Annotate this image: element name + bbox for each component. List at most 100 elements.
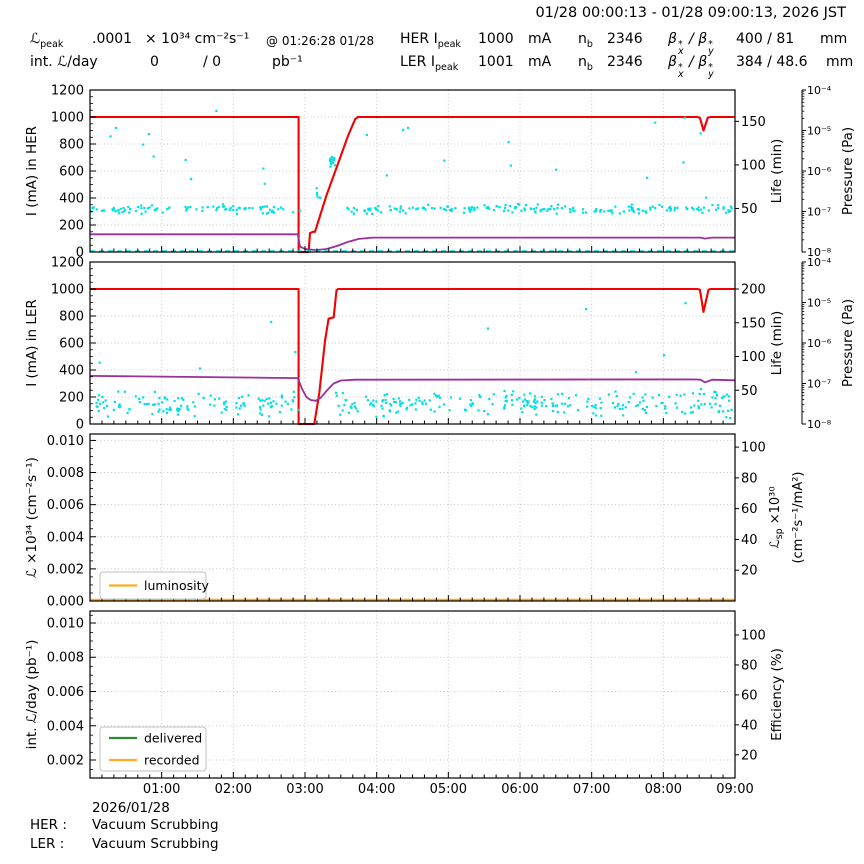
- ler-ipeak-value: 1001: [478, 54, 514, 70]
- lpeak-unit: × 10³⁴ cm⁻²s⁻¹: [145, 31, 250, 47]
- legend-label-recorded: recorded: [144, 753, 200, 768]
- right-tick-label: 60: [741, 688, 758, 703]
- right-tick-label: 20: [741, 564, 758, 579]
- y-axis-label-ler: I (mA) in LER: [24, 299, 40, 387]
- ler-beta-label: β * x / β * y: [668, 54, 714, 81]
- ytick-label: 400: [59, 192, 84, 207]
- her-status-label: HER :: [30, 817, 67, 833]
- her-beta-label: β * x / β * y: [668, 31, 714, 58]
- right-tick-label: 20: [741, 748, 758, 763]
- her-nb-label: nb: [578, 31, 593, 50]
- ytick-label: 0.010: [47, 434, 84, 449]
- pressure-tick-label: 10⁻⁶: [807, 165, 832, 178]
- right-tick-label: 50: [741, 202, 758, 217]
- right-axis-label2-luminosity: (cm⁻²s⁻¹/mA²): [791, 471, 806, 563]
- xtick-label: 07:00: [573, 782, 610, 797]
- her-ipeak-label: HER Ipeak: [400, 31, 461, 50]
- her-pressure-dots: [90, 109, 733, 215]
- lpeak-value: .0001: [92, 31, 133, 47]
- right-tick-label: 100: [741, 158, 766, 173]
- right-tick-label: 100: [741, 441, 766, 456]
- ler-nb-label: nb: [578, 54, 593, 73]
- ler-status-value: Vacuum Scrubbing: [92, 836, 219, 852]
- xtick-label: 02:00: [215, 782, 252, 797]
- legend-luminosity: luminosity: [99, 571, 210, 600]
- right-tick-label: 200: [741, 283, 766, 298]
- intl-value-delivered: 0: [150, 54, 159, 70]
- pressure-axis-label-her: Pressure (Pa): [840, 127, 856, 215]
- legend-label-delivered: delivered: [144, 731, 202, 746]
- right-tick-label: 60: [741, 502, 758, 517]
- ler-lifetime: [89, 375, 736, 402]
- intl-label: int. ℒ/day: [30, 54, 98, 70]
- pressure-tick-label: 10⁻⁷: [807, 378, 831, 391]
- her-ipeak-value: 1000: [478, 31, 514, 47]
- pressure-tick-label: 10⁻⁴: [807, 256, 832, 269]
- right-axis-label-integrated-luminosity: Efficiency (%): [769, 648, 785, 741]
- xtick-label: 01:00: [143, 782, 180, 797]
- ytick-label: 0.008: [47, 466, 84, 481]
- right-tick-label: 150: [741, 115, 766, 130]
- her-lifetime: [90, 233, 735, 252]
- ytick-label: 800: [59, 310, 84, 325]
- ytick-label: 0.002: [47, 562, 84, 577]
- panel-luminosity: 0.000 0.002 0.004 0.006 0.008 0.010 ℒ ×10³⁴ (c…: [24, 433, 806, 610]
- ler-beta-unit: mm: [826, 54, 854, 70]
- right-tick-label: 50: [741, 384, 758, 399]
- ytick-label: 1200: [51, 84, 84, 99]
- ytick-label: 1000: [51, 111, 84, 126]
- right-tick-label: 100: [741, 628, 766, 643]
- her-status-value: Vacuum Scrubbing: [92, 817, 219, 833]
- pressure-tick-label: 10⁻⁸: [807, 246, 832, 259]
- right-tick-label: 150: [741, 316, 766, 331]
- xtick-label: 06:00: [501, 782, 538, 797]
- ytick-label: 1000: [51, 283, 84, 298]
- her-beta-value: 400 / 81: [736, 31, 795, 47]
- ytick-label: 200: [59, 391, 84, 406]
- pressure-tick-label: 10⁻⁸: [807, 418, 832, 431]
- xtick-label: 08:00: [645, 782, 682, 797]
- right-axis-label-ler: Life (min): [769, 311, 785, 376]
- ytick-label: 0.000: [47, 595, 84, 610]
- intl-value-recorded: / 0: [203, 54, 222, 70]
- y-axis-label-integrated-luminosity: int. ℒ/day (pb⁻¹): [24, 640, 40, 750]
- right-axis-label-her: Life (min): [769, 139, 785, 204]
- ler-nb-value: 2346: [607, 54, 643, 70]
- right-tick-label: 80: [741, 658, 758, 673]
- right-axis-label-luminosity: ℒsp ×10³⁰: [768, 486, 785, 548]
- pressure-tick-label: 10⁻⁵: [807, 125, 831, 138]
- time-range-title: 01/28 00:00:13 - 01/28 09:00:13, 2026 JS…: [535, 5, 846, 21]
- pressure-tick-label: 10⁻⁵: [807, 297, 831, 310]
- ytick-label: 400: [59, 364, 84, 379]
- right-tick-label: 100: [741, 350, 766, 365]
- right-tick-label: 40: [741, 718, 758, 733]
- ler-ipeak-label: LER Ipeak: [400, 54, 459, 73]
- lpeak-label: ℒpeak: [30, 31, 64, 50]
- pressure-tick-label: 10⁻⁴: [807, 84, 832, 97]
- pressure-tick-label: 10⁻⁷: [807, 206, 831, 219]
- xtick-label: 04:00: [358, 782, 395, 797]
- lpeak-timestamp: @ 01:26:28 01/28: [266, 34, 375, 48]
- panel-integrated-luminosity: 0.002 0.004 0.006 0.008 0.010 int. ℒ/day (pb⁻…: [24, 610, 785, 779]
- her-beta-unit: mm: [820, 31, 848, 47]
- ler-ipeak-unit: mA: [528, 54, 552, 70]
- panel-her: 0 200 400 600 800 1000 1200 I (mA) in HER 50 100 1…: [24, 84, 856, 261]
- x-axis-date: 2026/01/28: [92, 800, 170, 816]
- y-axis-label-her: I (mA) in HER: [24, 126, 40, 216]
- ytick-label: 600: [59, 337, 84, 352]
- ytick-label: 0.004: [47, 719, 84, 734]
- ytick-label: 800: [59, 138, 84, 153]
- xtick-label: 05:00: [430, 782, 467, 797]
- xtick-label: 09:00: [716, 782, 753, 797]
- panel-ler: 0 200 400 600 800 1000 1200 I (mA) in LER 50 100 1…: [24, 256, 856, 433]
- y-axis-label-luminosity: ℒ ×10³⁴ (cm⁻²s⁻¹): [24, 457, 40, 578]
- ytick-label: 0.008: [47, 651, 84, 666]
- legend-integrated-luminosity: delivered recorded: [99, 726, 207, 772]
- her-ipeak-unit: mA: [528, 31, 552, 47]
- intl-unit: pb⁻¹: [272, 54, 303, 70]
- ytick-label: 0.004: [47, 530, 84, 545]
- pressure-tick-label: 10⁻⁶: [807, 337, 832, 350]
- ytick-label: 1200: [51, 256, 84, 271]
